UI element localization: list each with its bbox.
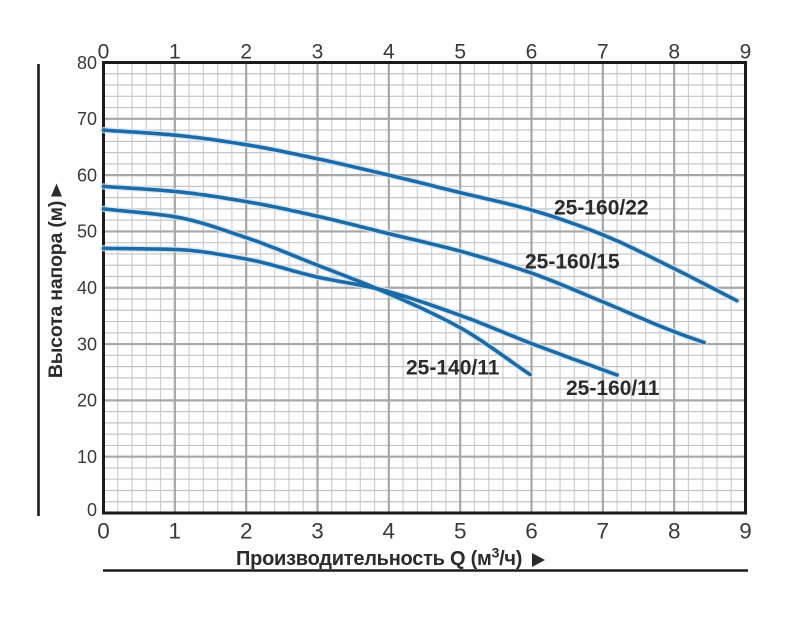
svg-text:25-160/22: 25-160/22 [554, 197, 649, 220]
svg-text:0: 0 [87, 500, 97, 520]
svg-text:4: 4 [383, 41, 395, 64]
svg-text:25-160/11: 25-160/11 [566, 377, 660, 400]
svg-text:5: 5 [454, 519, 467, 544]
svg-text:60: 60 [77, 165, 97, 185]
svg-text:10: 10 [77, 447, 97, 467]
svg-text:8: 8 [668, 519, 681, 544]
svg-text:9: 9 [740, 41, 752, 64]
svg-text:7: 7 [597, 519, 610, 544]
svg-text:Высота напора (м): Высота напора (м) [45, 201, 67, 378]
svg-text:5: 5 [454, 41, 466, 64]
svg-text:8: 8 [668, 41, 680, 64]
svg-text:25-140/11: 25-140/11 [406, 357, 500, 380]
svg-text:25-160/15: 25-160/15 [525, 251, 620, 274]
svg-text:3: 3 [311, 519, 324, 544]
svg-text:0: 0 [97, 519, 110, 544]
svg-text:0: 0 [98, 41, 110, 64]
svg-text:2: 2 [240, 519, 253, 544]
svg-text:6: 6 [526, 41, 538, 64]
svg-text:6: 6 [525, 519, 538, 544]
svg-text:50: 50 [77, 222, 97, 242]
svg-text:Производительность Q (м3/ч): Производительность Q (м3/ч) [236, 545, 522, 571]
svg-text:30: 30 [77, 334, 97, 354]
svg-text:9: 9 [739, 519, 752, 544]
svg-text:3: 3 [312, 41, 324, 64]
svg-text:70: 70 [77, 109, 97, 129]
svg-text:7: 7 [597, 41, 609, 64]
svg-text:1: 1 [169, 41, 181, 64]
svg-text:40: 40 [77, 278, 97, 298]
svg-text:20: 20 [77, 391, 97, 411]
svg-text:4: 4 [383, 519, 396, 544]
svg-text:80: 80 [77, 53, 97, 73]
svg-text:1: 1 [169, 519, 182, 544]
svg-text:2: 2 [240, 41, 252, 64]
